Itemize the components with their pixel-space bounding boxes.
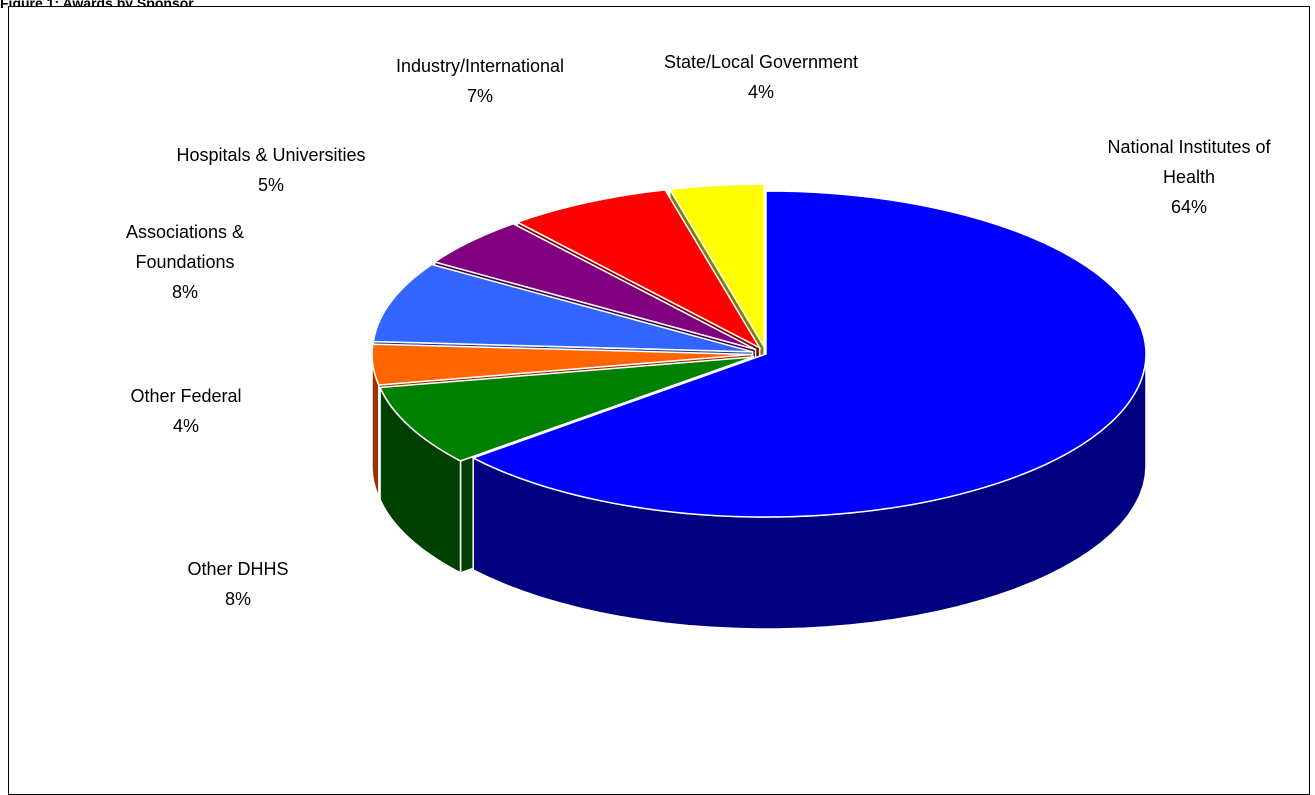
slice-name-line-6: State/Local Government bbox=[664, 52, 858, 72]
slice-name-line-5: Industry/International bbox=[396, 56, 564, 76]
slice-percent-3: 8% bbox=[172, 282, 198, 302]
pie-slice-top-4 bbox=[432, 222, 756, 351]
slice-percent-1: 8% bbox=[225, 589, 251, 609]
pie-slice-top-2 bbox=[371, 343, 753, 386]
slice-label-4: Hospitals & Universities 5% bbox=[176, 145, 365, 195]
slice-label-2: Other Federal 4% bbox=[130, 386, 241, 436]
pie-slice-top-3 bbox=[372, 263, 753, 353]
slice-name-line-3: Foundations bbox=[135, 252, 234, 272]
pie-slice-top-1 bbox=[378, 356, 754, 462]
slice-name-line-0: National Institutes of bbox=[1107, 137, 1271, 157]
chart-frame: National Institutes of Health 64% Other DHH… bbox=[8, 6, 1310, 795]
slice-percent-5: 7% bbox=[467, 86, 493, 106]
slice-label-5: Industry/International 7% bbox=[396, 56, 564, 106]
slice-label-0: National Institutes of Health 64% bbox=[1107, 137, 1271, 217]
pie-slice-0 bbox=[471, 190, 1147, 630]
slice-name-line-3: Associations & bbox=[126, 222, 244, 242]
slice-name-line-4: Hospitals & Universities bbox=[176, 145, 365, 165]
slice-label-6: State/Local Government 4% bbox=[664, 52, 858, 102]
slice-label-1: Other DHHS 8% bbox=[187, 559, 288, 609]
slice-name-line-0: Health bbox=[1163, 167, 1215, 187]
slice-name-line-1: Other DHHS bbox=[187, 559, 288, 579]
slice-percent-4: 5% bbox=[258, 175, 284, 195]
pie-slice-top-0 bbox=[471, 190, 1147, 518]
pie-chart: National Institutes of Health 64% Other DHH… bbox=[126, 52, 1272, 630]
slice-percent-0: 64% bbox=[1171, 197, 1207, 217]
slice-name-line-2: Other Federal bbox=[130, 386, 241, 406]
pie-slice-top-6 bbox=[668, 183, 765, 350]
pie-slice-top-5 bbox=[515, 189, 762, 350]
figure-title: Figure 1: Awards by Sponsor bbox=[0, 0, 194, 11]
slice-percent-2: 4% bbox=[173, 416, 199, 436]
slice-percent-6: 4% bbox=[748, 82, 774, 102]
slice-label-3: Associations & Foundations 8% bbox=[126, 222, 244, 302]
